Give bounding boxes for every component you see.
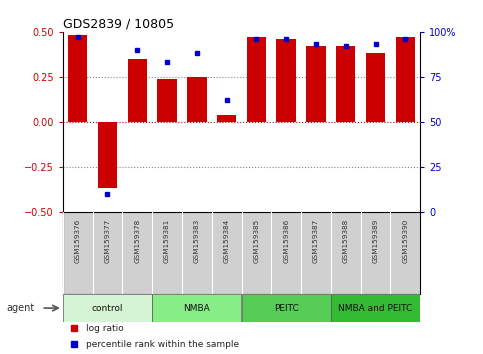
Text: GSM159383: GSM159383 xyxy=(194,218,200,263)
Bar xyxy=(68,35,87,122)
Text: percentile rank within the sample: percentile rank within the sample xyxy=(86,340,239,349)
Text: GSM159384: GSM159384 xyxy=(224,218,229,263)
Bar xyxy=(152,294,242,322)
Text: GSM159387: GSM159387 xyxy=(313,218,319,263)
Text: GSM159377: GSM159377 xyxy=(104,218,111,263)
Bar xyxy=(242,294,331,322)
Bar xyxy=(331,294,420,322)
Bar xyxy=(128,59,147,122)
Bar xyxy=(306,46,326,122)
Bar xyxy=(187,77,207,122)
Text: GSM159381: GSM159381 xyxy=(164,218,170,263)
Text: GSM159386: GSM159386 xyxy=(283,218,289,263)
Text: GSM159376: GSM159376 xyxy=(75,218,81,263)
Bar xyxy=(217,115,236,122)
Text: GSM159388: GSM159388 xyxy=(343,218,349,263)
Text: GSM159389: GSM159389 xyxy=(372,218,379,263)
Text: NMBA: NMBA xyxy=(184,304,210,313)
Text: agent: agent xyxy=(6,303,34,313)
Bar xyxy=(276,39,296,122)
Bar xyxy=(157,79,177,122)
Text: control: control xyxy=(92,304,123,313)
Text: GSM159385: GSM159385 xyxy=(254,218,259,263)
Text: NMBA and PEITC: NMBA and PEITC xyxy=(339,304,412,313)
Bar xyxy=(98,122,117,188)
Text: GSM159378: GSM159378 xyxy=(134,218,140,263)
Text: log ratio: log ratio xyxy=(86,324,124,333)
Bar xyxy=(247,37,266,122)
Text: PEITC: PEITC xyxy=(274,304,298,313)
Bar xyxy=(366,53,385,122)
Bar xyxy=(63,294,152,322)
Bar xyxy=(396,37,415,122)
Bar xyxy=(336,46,355,122)
Text: GSM159390: GSM159390 xyxy=(402,218,408,263)
Text: GDS2839 / 10805: GDS2839 / 10805 xyxy=(63,18,174,31)
